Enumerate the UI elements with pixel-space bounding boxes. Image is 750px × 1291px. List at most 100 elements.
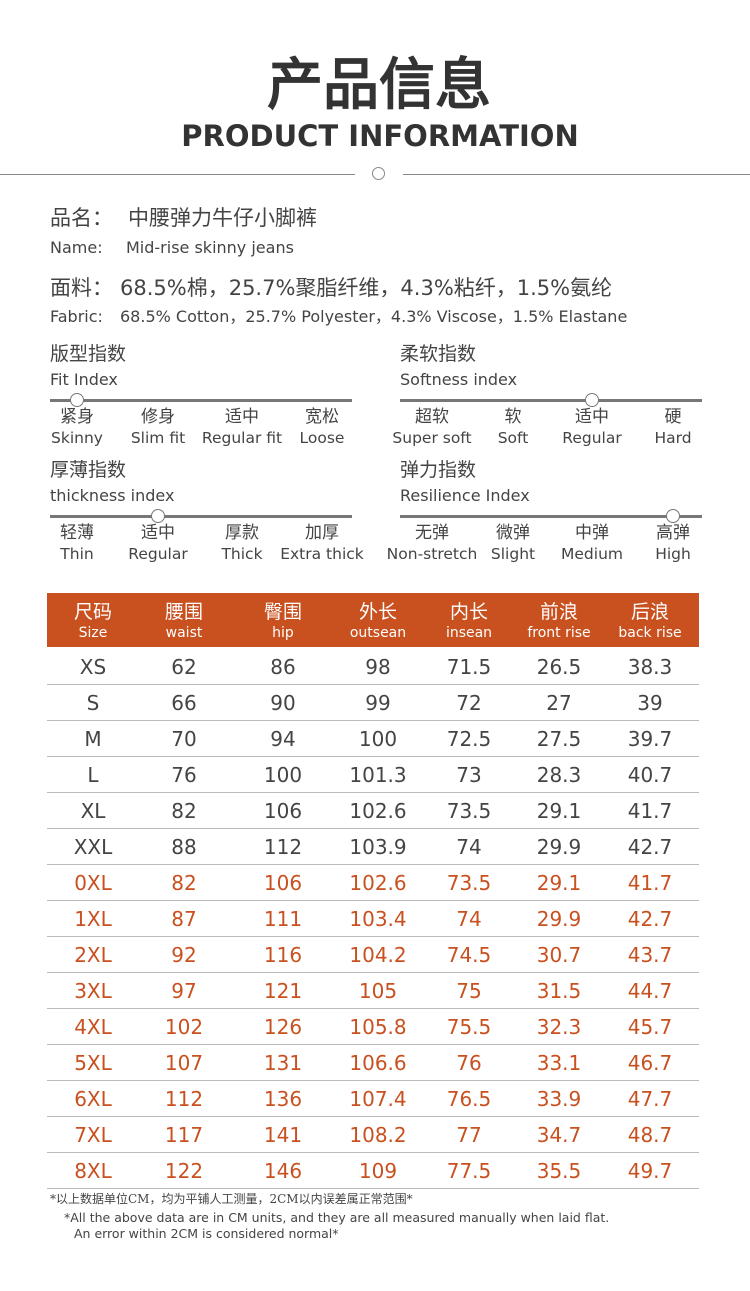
- table-cell: 73.5: [446, 871, 492, 895]
- index-title-en: Resilience Index: [400, 486, 530, 505]
- table-cell: 146: [263, 1159, 303, 1183]
- fabric-label-cn: 面料：: [50, 276, 113, 300]
- option-cn: 紧身: [60, 407, 94, 427]
- index-marker: [151, 509, 165, 523]
- table-cell: L: [87, 763, 99, 787]
- option-cn: 修身: [141, 407, 175, 427]
- table-cell: 72: [456, 691, 482, 715]
- option-en: Hard: [654, 429, 692, 447]
- table-cell: 29.9: [536, 835, 582, 859]
- table-header-en: Size: [78, 625, 108, 641]
- table-cell: 2XL: [74, 943, 112, 967]
- option-en: Soft: [497, 429, 529, 447]
- index-bar: [400, 399, 702, 402]
- table-cell: 108.2: [349, 1123, 407, 1147]
- table-cell: XXL: [73, 835, 113, 859]
- table-header-en: insean: [445, 625, 493, 641]
- title-cn: 产品信息: [267, 53, 491, 118]
- note-cn: *以上数据单位CM，均为平铺人工测量，2CM以内误差属正常范围*: [50, 1192, 413, 1206]
- table-cell: 6XL: [74, 1087, 112, 1111]
- table-cell: 73.5: [446, 799, 492, 823]
- table-cell: 48.7: [627, 1123, 673, 1147]
- table-cell: 42.7: [627, 835, 673, 859]
- table-header-cn: 后浪: [630, 601, 670, 623]
- table-cell: 77: [456, 1123, 482, 1147]
- table-cell: 0XL: [74, 871, 112, 895]
- table-cell: 141: [263, 1123, 303, 1147]
- option-en: Regular: [562, 429, 622, 447]
- option-cn: 宽松: [305, 407, 339, 427]
- option-cn: 高弹: [656, 523, 690, 543]
- table-cell: 72.5: [446, 727, 492, 751]
- table-cell: 70: [171, 727, 197, 751]
- table-cell: 38.3: [627, 655, 673, 679]
- row-line: [47, 1008, 699, 1009]
- table-cell: 43.7: [627, 943, 673, 967]
- table-cell: 106: [263, 871, 303, 895]
- table-cell: 33.1: [536, 1051, 582, 1075]
- table-cell: 86: [270, 655, 296, 679]
- table-cell: 82: [171, 799, 197, 823]
- table-cell: 116: [263, 943, 303, 967]
- option-cn: 超软: [415, 407, 449, 427]
- table-cell: 29.9: [536, 907, 582, 931]
- table-cell: 71.5: [446, 655, 492, 679]
- table-cell: 99: [365, 691, 391, 715]
- table-cell: 42.7: [627, 907, 673, 931]
- table-header-en: front rise: [527, 625, 591, 641]
- table-cell: 47.7: [627, 1087, 673, 1111]
- table-header-cn: 前浪: [539, 601, 579, 623]
- table-cell: 29.1: [536, 799, 582, 823]
- table-cell: 100: [263, 763, 303, 787]
- table-cell: 102.6: [349, 799, 407, 823]
- option-cn: 微弹: [496, 523, 530, 543]
- row-line: [47, 1080, 699, 1081]
- table-cell: 103.9: [349, 835, 407, 859]
- table-cell: 136: [263, 1087, 303, 1111]
- note-en: *All the above data are in CM units, and…: [64, 1210, 610, 1225]
- option-cn: 加厚: [305, 523, 339, 543]
- table-cell: 7XL: [74, 1123, 112, 1147]
- option-en: Slight: [490, 545, 536, 563]
- table-cell: 100: [358, 727, 398, 751]
- option-en: Skinny: [51, 429, 103, 447]
- table-cell: 74: [456, 835, 482, 859]
- option-en: Medium: [561, 545, 623, 563]
- table-cell: 131: [263, 1051, 303, 1075]
- table-cell: 1XL: [74, 907, 112, 931]
- option-en: Thin: [60, 545, 94, 563]
- table-cell: 27.5: [536, 727, 582, 751]
- index-title-en: Fit Index: [50, 370, 118, 389]
- option-cn: 适中: [575, 407, 609, 427]
- table-cell: 106.6: [349, 1051, 407, 1075]
- table-cell: 45.7: [627, 1015, 673, 1039]
- option-en: Regular fit: [201, 429, 283, 447]
- row-line: [47, 684, 699, 685]
- row-line: [47, 1152, 699, 1153]
- table-cell: 112: [263, 835, 303, 859]
- table-cell: 82: [171, 871, 197, 895]
- table-cell: 122: [164, 1159, 204, 1183]
- table-cell: 29.1: [536, 871, 582, 895]
- table-cell: 66: [171, 691, 197, 715]
- row-line: [47, 1044, 699, 1045]
- table-cell: 107: [164, 1051, 204, 1075]
- table-header-en: outsean: [349, 625, 407, 641]
- option-en: Extra thick: [280, 545, 364, 563]
- table-cell: 97: [171, 979, 197, 1003]
- table-cell: XS: [79, 655, 107, 679]
- table-cell: 109: [358, 1159, 398, 1183]
- index-title-en: Softness index: [400, 370, 518, 389]
- table-cell: 102: [164, 1015, 204, 1039]
- table-cell: 112: [164, 1087, 204, 1111]
- index-title-cn: 版型指数: [50, 343, 127, 365]
- table-cell: 94: [270, 727, 296, 751]
- option-cn: 厚款: [225, 523, 259, 543]
- table-cell: 41.7: [627, 871, 673, 895]
- option-cn: 适中: [225, 407, 259, 427]
- name-value-cn: 中腰弹力牛仔小脚裤: [128, 206, 317, 230]
- table-cell: 121: [263, 979, 303, 1003]
- table-cell: 75: [456, 979, 482, 1003]
- index-marker: [70, 393, 84, 407]
- option-cn: 软: [504, 407, 522, 427]
